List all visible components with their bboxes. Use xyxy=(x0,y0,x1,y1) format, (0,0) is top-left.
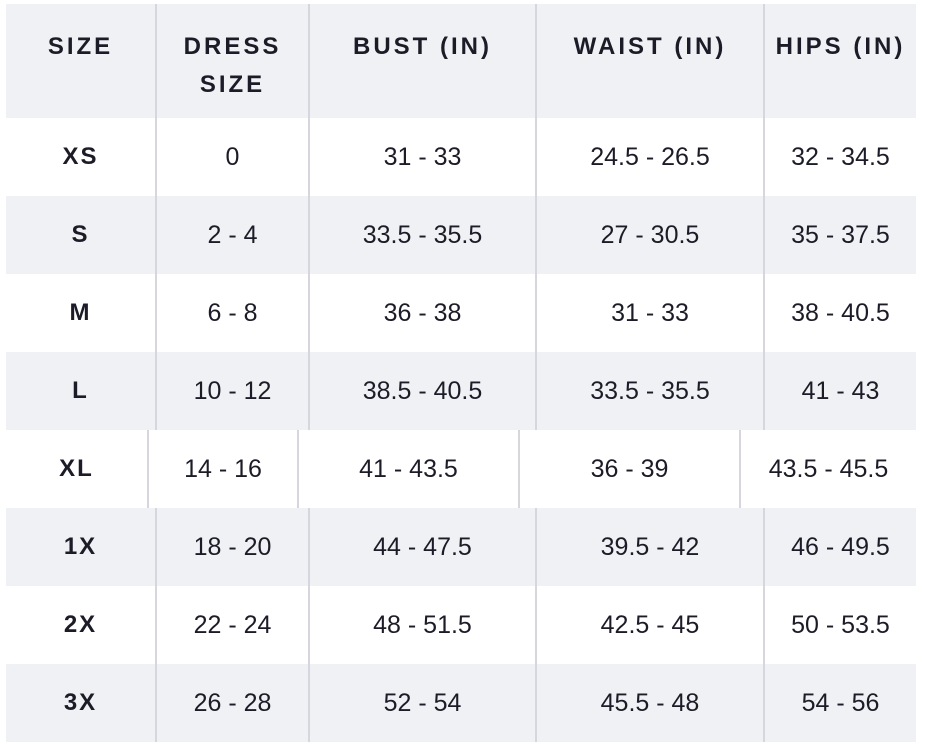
measure-cell: 24.5 - 26.5 xyxy=(535,118,763,196)
header-cell: BUST (IN) xyxy=(308,4,535,118)
header-cell: WAIST (IN) xyxy=(535,4,763,118)
size-cell: 2X xyxy=(63,611,98,638)
header-cell: DRESS SIZE xyxy=(155,4,308,118)
measure-cell: 35 - 37.5 xyxy=(763,196,916,274)
table-row: 2X 22 - 24 48 - 51.5 42.5 - 45 50 - 53.5 xyxy=(6,586,916,664)
measure-cell: 2 - 4 xyxy=(155,196,308,274)
measure-cell: 42.5 - 45 xyxy=(535,586,763,664)
measure-cell: 43.5 - 45.5 xyxy=(739,430,916,508)
measure-cell: 38.5 - 40.5 xyxy=(308,352,535,430)
header-row: SIZE DRESS SIZE BUST (IN) WAIST (IN) HIPS (I… xyxy=(6,4,916,118)
measure-cell: 22 - 24 xyxy=(155,586,308,664)
measure-cell: 44 - 47.5 xyxy=(308,508,535,586)
measure-cell: 38 - 40.5 xyxy=(763,274,916,352)
measure-cell: 46 - 49.5 xyxy=(763,508,916,586)
table-row: XS 0 31 - 33 24.5 - 26.5 32 - 34.5 xyxy=(6,118,916,196)
measure-cell: 45.5 - 48 xyxy=(535,664,763,742)
measure-cell: 41 - 43 xyxy=(763,352,916,430)
size-cell: L xyxy=(72,377,89,404)
measure-cell: 31 - 33 xyxy=(535,274,763,352)
header-cell: SIZE xyxy=(47,33,114,60)
measure-cell: 39.5 - 42 xyxy=(535,508,763,586)
measure-cell: 18 - 20 xyxy=(155,508,308,586)
table-row: XL 14 - 16 41 - 43.5 36 - 39 43.5 - 45.5 xyxy=(6,430,916,508)
measure-cell: 26 - 28 xyxy=(155,664,308,742)
measure-cell: 54 - 56 xyxy=(763,664,916,742)
measure-cell: 48 - 51.5 xyxy=(308,586,535,664)
table-row: L 10 - 12 38.5 - 40.5 33.5 - 35.5 41 - 43 xyxy=(6,352,916,430)
measure-cell: 52 - 54 xyxy=(308,664,535,742)
measure-cell: 33.5 - 35.5 xyxy=(308,196,535,274)
measure-cell: 0 xyxy=(155,118,308,196)
size-cell: M xyxy=(69,299,92,326)
measure-cell: 36 - 39 xyxy=(518,430,739,508)
measure-cell: 10 - 12 xyxy=(155,352,308,430)
size-cell: XS xyxy=(62,143,99,170)
header-cell: HIPS (IN) xyxy=(763,4,916,118)
measure-cell: 32 - 34.5 xyxy=(763,118,916,196)
table-row: M 6 - 8 36 - 38 31 - 33 38 - 40.5 xyxy=(6,274,916,352)
table-row: S 2 - 4 33.5 - 35.5 27 - 30.5 35 - 37.5 xyxy=(6,196,916,274)
table-row: 3X 26 - 28 52 - 54 45.5 - 48 54 - 56 xyxy=(6,664,916,742)
measure-cell: 33.5 - 35.5 xyxy=(535,352,763,430)
table-row: 1X 18 - 20 44 - 47.5 39.5 - 42 46 - 49.5 xyxy=(6,508,916,586)
measure-cell: 36 - 38 xyxy=(308,274,535,352)
measure-cell: 50 - 53.5 xyxy=(763,586,916,664)
size-cell: S xyxy=(71,221,90,248)
measure-cell: 31 - 33 xyxy=(308,118,535,196)
measure-cell: 14 - 16 xyxy=(147,430,297,508)
measure-cell: 6 - 8 xyxy=(155,274,308,352)
size-cell: XL xyxy=(59,455,94,482)
size-cell: 1X xyxy=(63,533,98,560)
measure-cell: 27 - 30.5 xyxy=(535,196,763,274)
size-chart-table: SIZE DRESS SIZE BUST (IN) WAIST (IN) HIPS (I… xyxy=(6,4,916,742)
size-cell: 3X xyxy=(63,689,98,716)
measure-cell: 41 - 43.5 xyxy=(297,430,518,508)
